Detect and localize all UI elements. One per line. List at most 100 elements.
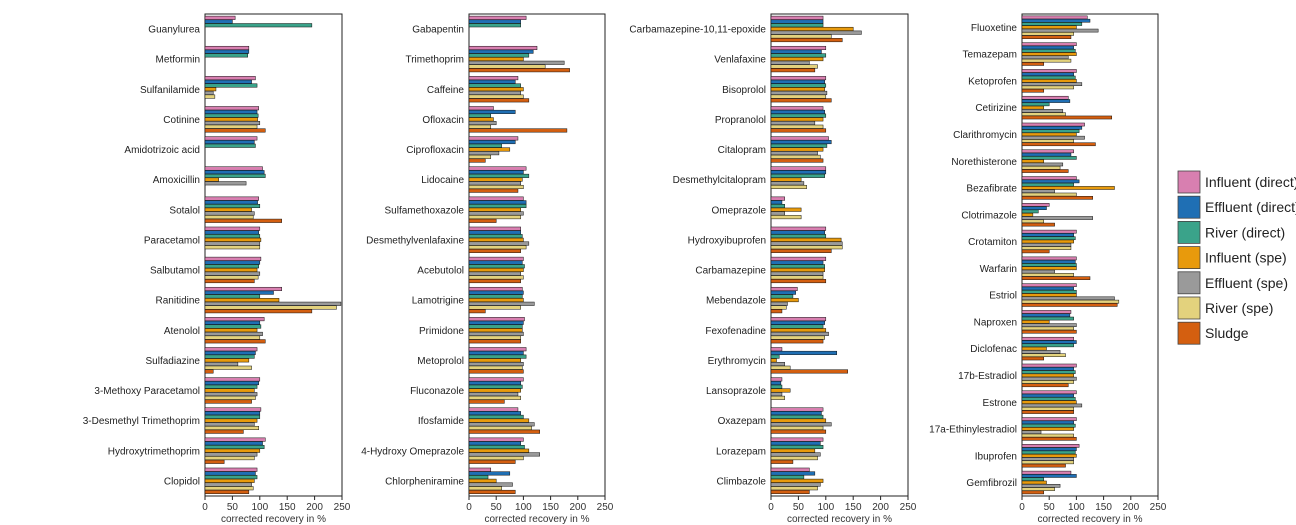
bar [204, 489, 250, 494]
bar [1021, 273, 1074, 277]
bar [770, 267, 825, 272]
bar [770, 90, 828, 95]
bar [1021, 450, 1076, 455]
bar [468, 245, 527, 250]
bar [770, 347, 783, 352]
bar-group [468, 256, 525, 284]
bar [468, 49, 534, 54]
bar [468, 226, 521, 231]
bar [1021, 376, 1077, 381]
bar [770, 475, 805, 480]
bar [468, 256, 524, 261]
bar [468, 294, 523, 299]
bar [204, 478, 255, 483]
bar [770, 350, 838, 355]
bar-group [204, 317, 266, 344]
bar [1021, 477, 1045, 482]
bar-group [1021, 444, 1080, 468]
bar [204, 471, 256, 476]
bar [204, 121, 261, 126]
bar [1021, 206, 1047, 210]
bar [204, 76, 256, 81]
bar [1021, 15, 1088, 20]
bar-group [1021, 95, 1113, 120]
category-label: Naproxen [974, 317, 1017, 328]
bar [468, 166, 527, 171]
bar [770, 339, 824, 344]
bar [1021, 222, 1055, 227]
bar [1021, 480, 1047, 485]
bar [1021, 293, 1077, 297]
bar [1021, 310, 1072, 314]
bar [204, 124, 258, 129]
bar-group [468, 317, 525, 344]
bar [204, 177, 219, 182]
bar [770, 38, 843, 43]
bar [468, 15, 527, 20]
legend-swatch [1177, 296, 1201, 320]
bar [204, 456, 255, 461]
bar-group [1021, 122, 1096, 147]
category-label: Mebendazole [706, 296, 766, 307]
x-tick-label: 150 [1095, 502, 1112, 513]
bar [204, 196, 259, 201]
category-label: Primidone [419, 326, 464, 337]
bar [1021, 22, 1083, 26]
bar [770, 68, 816, 73]
category-label: 3-Desmethyl Trimethoprim [83, 416, 200, 427]
bar [468, 79, 516, 84]
category-label: Amidotrizoic acid [124, 145, 200, 156]
bar [770, 298, 799, 303]
bar [770, 45, 827, 50]
bar [770, 237, 842, 242]
category-label: Norethisterone [951, 157, 1017, 168]
bar [1021, 48, 1076, 53]
bar-group [468, 226, 530, 253]
bar [468, 106, 494, 111]
category-label: 17a-Ethinylestradiol [929, 425, 1017, 436]
bar-group [204, 286, 342, 314]
category-label: Ranitidine [156, 296, 201, 307]
bar [204, 170, 265, 175]
legend-swatch [1177, 170, 1201, 194]
category-label: Ifosfamide [418, 416, 465, 427]
bar [1021, 109, 1064, 113]
bar [1021, 122, 1085, 127]
bar [468, 121, 497, 126]
bar [770, 64, 818, 69]
bar [770, 241, 843, 246]
bar [204, 230, 259, 235]
category-label: Clarithromycin [953, 130, 1017, 141]
bar [204, 486, 254, 491]
bar [204, 331, 263, 336]
bar [468, 237, 524, 242]
bar-group [204, 45, 250, 58]
bar [204, 320, 261, 325]
bar [770, 489, 810, 494]
bar [770, 215, 802, 220]
bar [770, 441, 821, 446]
bar [1021, 490, 1045, 495]
bar [1021, 453, 1077, 458]
bar [204, 49, 250, 54]
bar [468, 475, 489, 480]
x-tick-label: 200 [872, 502, 889, 513]
bar-group [468, 166, 530, 193]
bar [1021, 373, 1074, 378]
bar [1021, 35, 1072, 39]
bar [770, 226, 827, 231]
category-label: Clotrimazole [961, 210, 1017, 221]
bar [468, 173, 530, 178]
bar [468, 211, 524, 216]
bar [1021, 249, 1050, 254]
bar [204, 305, 337, 310]
bar-group [204, 166, 266, 186]
bar [468, 377, 524, 382]
bar [770, 196, 785, 201]
bar [204, 215, 254, 220]
bar [468, 181, 521, 186]
bar [1021, 85, 1074, 90]
bar [468, 188, 519, 193]
category-label: Cotinine [163, 115, 200, 126]
bar [204, 237, 262, 242]
